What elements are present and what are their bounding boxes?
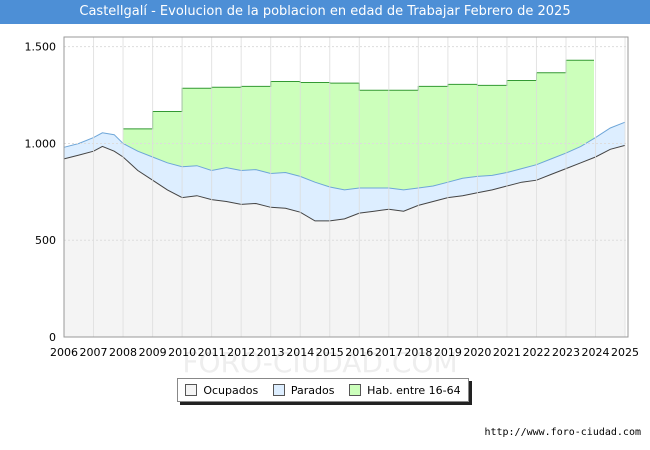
y-tick-label-0: 0 — [49, 331, 56, 344]
x-tick-label-2011: 2011 — [198, 346, 226, 359]
y-tick-label-1500: 1.500 — [25, 41, 57, 54]
x-tick-label-2013: 2013 — [257, 346, 285, 359]
x-tick-label-2012: 2012 — [227, 346, 255, 359]
x-tick-label-2017: 2017 — [375, 346, 403, 359]
legend-swatch-hab — [349, 384, 362, 396]
x-tick-label-2023: 2023 — [552, 346, 580, 359]
y-tick-label-1000: 1.000 — [25, 137, 57, 150]
legend-item-hab: Hab. entre 16-64 — [349, 384, 461, 397]
chart-legend: Ocupados Parados Hab. entre 16-64 — [177, 378, 469, 402]
area-ocupados — [64, 145, 625, 337]
x-tick-label-2025: 2025 — [611, 346, 639, 359]
x-tick-label-2022: 2022 — [522, 346, 550, 359]
chart-title: Castellgalí - Evolucion de la poblacion … — [0, 0, 650, 24]
plot-border — [63, 36, 629, 338]
x-tick-label-2006: 2006 — [50, 346, 78, 359]
legend-item-ocupados: Ocupados — [185, 384, 258, 397]
legend-swatch-ocupados — [185, 384, 198, 396]
legend-label-hab: Hab. entre 16-64 — [367, 383, 461, 397]
x-tick-label-2007: 2007 — [80, 346, 108, 359]
x-tick-label-2015: 2015 — [316, 346, 344, 359]
x-tick-label-2008: 2008 — [109, 346, 137, 359]
legend-swatch-parados — [272, 384, 285, 396]
watermark-text: FORO-CIUDAD.COM — [182, 346, 457, 379]
source-url: http://www.foro-ciudad.com — [484, 427, 641, 438]
x-tick-label-2014: 2014 — [286, 346, 314, 359]
x-tick-label-2019: 2019 — [434, 346, 462, 359]
x-tick-label-2018: 2018 — [404, 346, 432, 359]
x-tick-label-2021: 2021 — [493, 346, 521, 359]
x-tick-label-2020: 2020 — [463, 346, 491, 359]
y-tick-label-500: 500 — [35, 234, 56, 247]
x-tick-label-2010: 2010 — [168, 346, 196, 359]
legend-label-parados: Parados — [290, 383, 335, 397]
line-ocupados — [63, 144, 626, 222]
x-tick-label-2024: 2024 — [582, 346, 610, 359]
line-parados — [63, 121, 626, 191]
legend-item-parados: Parados — [272, 383, 335, 397]
x-tick-label-2009: 2009 — [139, 346, 167, 359]
legend-label-ocupados: Ocupados — [203, 383, 259, 397]
x-tick-label-2016: 2016 — [345, 346, 373, 359]
